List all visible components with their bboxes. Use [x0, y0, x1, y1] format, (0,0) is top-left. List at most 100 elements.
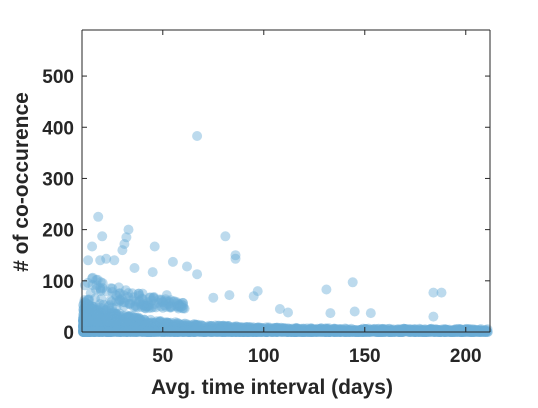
- data-point: [398, 326, 409, 337]
- data-point: [80, 309, 91, 320]
- data-point: [157, 320, 167, 331]
- data-point: [214, 321, 225, 331]
- data-point: [364, 325, 374, 336]
- data-point: [481, 325, 492, 336]
- data-point: [78, 325, 88, 336]
- data-point: [354, 326, 365, 336]
- points-layer: [78, 131, 493, 337]
- data-point: [83, 301, 94, 312]
- data-point: [221, 325, 232, 336]
- data-point: [235, 322, 246, 333]
- data-point: [129, 322, 140, 333]
- data-point: [229, 326, 240, 336]
- data-point: [88, 308, 99, 319]
- data-point: [147, 323, 158, 334]
- data-point: [170, 325, 181, 336]
- data-point: [196, 320, 207, 331]
- data-point: [80, 320, 91, 331]
- data-point: [134, 319, 145, 330]
- data-point: [78, 309, 89, 320]
- data-point: [369, 325, 380, 336]
- data-point: [425, 325, 435, 336]
- data-point: [481, 326, 492, 337]
- data-point: [156, 326, 167, 337]
- data-point: [355, 325, 365, 336]
- data-point: [381, 326, 392, 336]
- data-point: [163, 326, 174, 337]
- data-point: [104, 321, 115, 332]
- data-point: [109, 314, 120, 325]
- data-point: [218, 320, 229, 331]
- data-point: [133, 326, 144, 337]
- data-point: [135, 326, 146, 337]
- data-point: [296, 323, 307, 334]
- data-point: [82, 303, 93, 314]
- data-point: [212, 322, 223, 333]
- data-point: [271, 326, 282, 337]
- data-point: [466, 325, 477, 336]
- data-point: [83, 314, 94, 325]
- data-point: [173, 300, 184, 311]
- data-point: [171, 318, 182, 329]
- data-point: [234, 325, 245, 336]
- data-point: [221, 326, 232, 337]
- data-point: [91, 309, 102, 319]
- data-point: [469, 326, 480, 337]
- data-point: [78, 325, 89, 336]
- data-point: [423, 325, 434, 336]
- data-point: [100, 320, 111, 331]
- data-point: [178, 319, 189, 330]
- data-point: [139, 319, 150, 330]
- data-point: [123, 319, 134, 329]
- data-point: [84, 325, 95, 336]
- data-point: [202, 325, 213, 336]
- data-point: [364, 326, 375, 337]
- data-point: [125, 326, 136, 337]
- data-point: [85, 321, 96, 332]
- data-point: [90, 308, 101, 319]
- data-point: [319, 325, 330, 336]
- data-point: [413, 326, 424, 337]
- data-point: [221, 325, 232, 336]
- data-point: [105, 313, 116, 324]
- data-point: [167, 325, 178, 336]
- data-point: [244, 325, 255, 336]
- data-point: [376, 325, 387, 336]
- data-point: [112, 326, 123, 336]
- data-point: [212, 326, 223, 337]
- data-point: [95, 283, 106, 294]
- data-point: [391, 326, 402, 337]
- data-point: [95, 299, 105, 309]
- data-point: [191, 326, 202, 337]
- data-point: [281, 326, 292, 337]
- data-point: [85, 325, 96, 336]
- data-point: [88, 321, 99, 332]
- data-point: [179, 318, 190, 329]
- data-point: [83, 306, 93, 317]
- data-point: [120, 318, 131, 329]
- data-point: [123, 326, 134, 337]
- data-point: [90, 293, 100, 304]
- data-point: [136, 315, 147, 326]
- data-point: [299, 323, 309, 334]
- data-point: [156, 321, 167, 332]
- data-point: [80, 325, 91, 336]
- data-point: [325, 326, 336, 337]
- data-point: [317, 326, 328, 337]
- data-point: [236, 325, 247, 336]
- data-point: [106, 325, 117, 336]
- data-point: [234, 325, 245, 336]
- data-point: [191, 323, 201, 334]
- data-point: [385, 326, 396, 337]
- data-point: [189, 323, 200, 333]
- data-point: [96, 309, 107, 319]
- data-point: [98, 321, 109, 332]
- data-point: [108, 326, 119, 337]
- data-point: [124, 299, 135, 310]
- data-point: [174, 325, 185, 336]
- data-point: [227, 325, 238, 336]
- data-point: [300, 325, 311, 336]
- data-point: [169, 296, 180, 307]
- data-point: [109, 308, 120, 319]
- data-point: [156, 295, 167, 306]
